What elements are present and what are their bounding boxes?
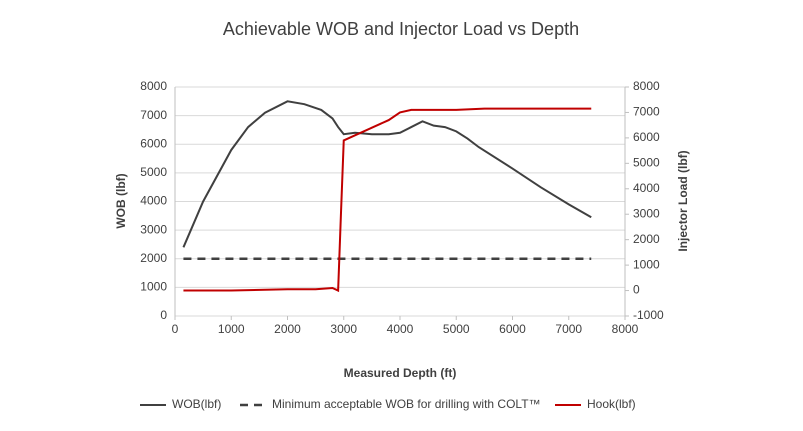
y-tick-label: 6000 <box>140 136 167 150</box>
x-tick-label: 1000 <box>218 322 245 336</box>
y2-tick-label: 5000 <box>633 156 660 170</box>
y-tick-label: 8000 <box>140 79 167 93</box>
y-tick-label: 5000 <box>140 165 167 179</box>
series-line <box>183 107 592 293</box>
y-tick-label: 2000 <box>140 251 167 265</box>
y2-tick-label: -1000 <box>633 308 664 322</box>
y2-tick-label: 8000 <box>633 79 660 93</box>
y-tick-label: 3000 <box>140 222 167 236</box>
x-tick-label: 5000 <box>443 322 470 336</box>
y2-tick-label: 6000 <box>633 130 660 144</box>
series-line <box>182 100 592 248</box>
y-axis-title: WOB (lbf) <box>114 173 128 228</box>
legend-label: WOB(lbf) <box>172 397 221 411</box>
x-tick-label: 8000 <box>612 322 639 336</box>
x-axis-title: Measured Depth (ft) <box>344 366 457 380</box>
legend-label: Minimum acceptable WOB for drilling with… <box>272 397 541 411</box>
y2-tick-label: 0 <box>633 283 640 297</box>
y-tick-label: 4000 <box>140 194 167 208</box>
x-tick-label: 6000 <box>499 322 526 336</box>
y2-tick-label: 1000 <box>633 257 660 271</box>
y2-tick-label: 7000 <box>633 105 660 119</box>
x-tick-label: 2000 <box>274 322 301 336</box>
chart-title: Achievable WOB and Injector Load vs Dept… <box>223 19 579 39</box>
y2-tick-label: 2000 <box>633 232 660 246</box>
y-tick-label: 1000 <box>140 280 167 294</box>
x-tick-label: 7000 <box>555 322 582 336</box>
y2-tick-label: 3000 <box>633 206 660 220</box>
y-tick-label: 7000 <box>140 108 167 122</box>
x-tick-label: 0 <box>172 322 179 336</box>
y2-tick-label: 4000 <box>633 181 660 195</box>
y-tick-label: 0 <box>160 308 167 322</box>
legend-label: Hook(lbf) <box>587 397 636 411</box>
y2-axis-title: Injector Load (lbf) <box>676 150 690 251</box>
x-tick-label: 3000 <box>330 322 357 336</box>
x-tick-label: 4000 <box>387 322 414 336</box>
